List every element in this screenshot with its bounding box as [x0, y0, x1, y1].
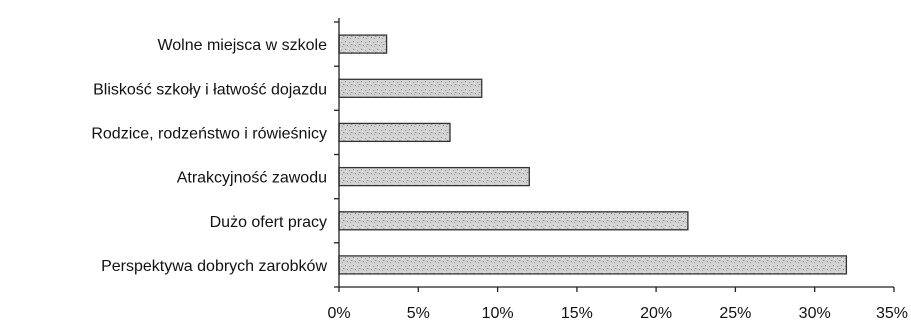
x-tick-label: 0% — [327, 305, 350, 322]
x-tick-label: 25% — [719, 305, 751, 322]
bar-3 — [338, 122, 451, 143]
category-label-6: Perspektywa dobrych zarobków — [101, 258, 327, 275]
bar-1 — [338, 34, 388, 54]
category-label-2: Bliskość szkoły i łatwość dojazdu — [93, 81, 327, 98]
category-label-1: Wolne miejsca w szkole — [157, 37, 327, 54]
bar-2 — [338, 78, 483, 98]
x-tick-label: 10% — [482, 305, 514, 322]
category-label-3: Rodzice, rodzeństwo i rówieśnicy — [91, 125, 327, 142]
category-labels: Wolne miejsca w szkole Bliskość szkoły i … — [91, 37, 327, 275]
category-label-4: Atrakcyjność zawodu — [177, 170, 327, 187]
bar-5 — [338, 211, 689, 231]
x-tick-labels: 0% 5% 10% 15% 20% 25% 30% 35% — [327, 305, 908, 322]
axis-layer — [334, 18, 895, 292]
x-tick-label: 15% — [561, 305, 593, 322]
bar-4 — [338, 166, 530, 187]
bar-6 — [338, 255, 848, 275]
x-tick-label: 35% — [876, 305, 908, 322]
category-label-5: Dużo ofert pracy — [210, 214, 327, 231]
x-tick-label: 5% — [407, 305, 430, 322]
x-tick-label: 30% — [799, 305, 831, 322]
bars-layer — [338, 34, 848, 275]
x-tick-label: 20% — [640, 305, 672, 322]
